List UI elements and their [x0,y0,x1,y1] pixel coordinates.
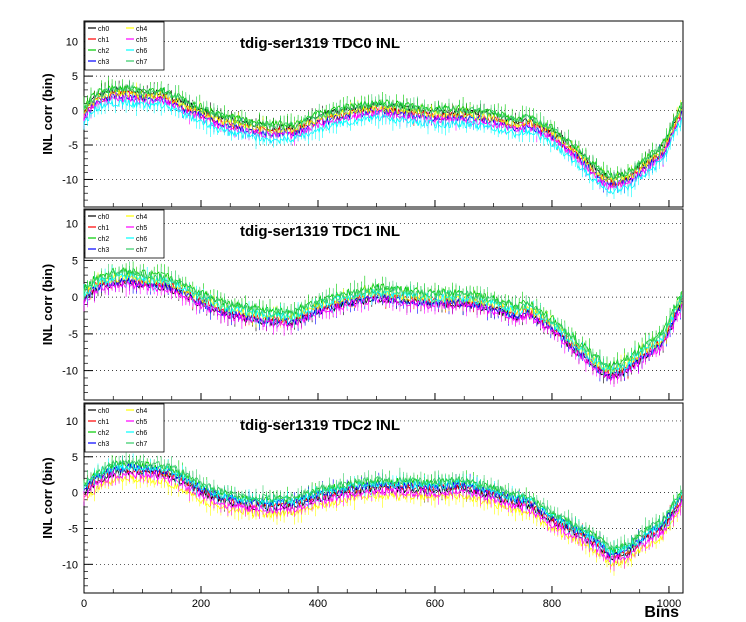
panel-0: -10 -5 0 5 10 INL corr (bin) tdig-ser1319 TDC0… [40,20,684,208]
legend-label-ch6: ch6 [136,48,147,55]
y-tick-label: -5 [68,140,78,152]
panel-2: -10 -5 0 5 10 0 200 400 600 800 1000 INL corr (bin)… [40,402,684,621]
legend-label-ch1: ch1 [98,225,109,232]
legend-label-ch4: ch4 [136,26,147,33]
y-tick-label: -10 [62,174,78,186]
legend-label-ch3: ch3 [98,247,109,254]
panel-1: -10 -5 0 5 10 INL corr (bin) tdig-ser1319 TDC1… [40,208,684,401]
y-tick-label: 10 [66,219,78,231]
legend-label-ch2: ch2 [98,48,109,55]
legend-label-ch5: ch5 [136,419,147,426]
x-tick-label: 600 [426,598,444,610]
legend-box [84,21,165,71]
legend-label-ch4: ch4 [136,214,147,221]
legend-label-ch3: ch3 [98,59,109,66]
x-tick-label: 200 [192,598,210,610]
y-tick-label: 5 [72,255,78,267]
series-errorbars-ch6 [83,92,681,199]
x-axis-label: Bins [644,604,679,621]
x-tick-label: 1000 [657,598,681,610]
legend-label-ch2: ch2 [98,430,109,437]
y-tick-label: 10 [66,37,78,49]
x-tick-label: 400 [309,598,327,610]
legend-label-ch7: ch7 [136,441,147,448]
legend-label-ch5: ch5 [136,37,147,44]
y-tick-label: 0 [72,106,78,118]
y-tick-label: -5 [68,523,78,535]
legend-box [84,403,165,453]
y-tick-label: -5 [68,329,78,341]
y-tick-label: 5 [72,71,78,83]
y-axis-label: INL corr (bin) [40,457,55,538]
legend-box [84,209,165,259]
legend-label-ch5: ch5 [136,225,147,232]
legend-label-ch3: ch3 [98,441,109,448]
legend-label-ch0: ch0 [98,26,109,33]
legend-label-ch7: ch7 [136,247,147,254]
y-tick-label: 5 [72,452,78,464]
y-tick-label: 0 [72,488,78,500]
y-axis-label: INL corr (bin) [40,73,55,154]
legend-label-ch7: ch7 [136,59,147,66]
x-tick-label: 800 [543,598,561,610]
legend-label-ch6: ch6 [136,236,147,243]
series-errorbars-ch7 [83,79,681,188]
legend-label-ch0: ch0 [98,214,109,221]
legend-label-ch6: ch6 [136,430,147,437]
legend-label-ch4: ch4 [136,408,147,415]
series-errorbars-ch7 [83,452,681,560]
legend-label-ch1: ch1 [98,419,109,426]
y-axis-label: INL corr (bin) [40,264,55,345]
legend-label-ch2: ch2 [98,236,109,243]
series-errorbars-ch7 [83,261,681,380]
legend-label-ch1: ch1 [98,37,109,44]
chart-title: tdig-ser1319 TDC0 INL [240,35,400,52]
chart-title: tdig-ser1319 TDC1 INL [240,223,400,240]
x-tick-label: 0 [81,598,87,610]
chart-title: tdig-ser1319 TDC2 INL [240,417,400,434]
y-tick-label: 0 [72,292,78,304]
y-tick-label: 10 [66,416,78,428]
y-tick-label: -10 [62,366,78,378]
legend-label-ch0: ch0 [98,408,109,415]
y-tick-label: -10 [62,559,78,571]
plot-frame [83,208,684,401]
